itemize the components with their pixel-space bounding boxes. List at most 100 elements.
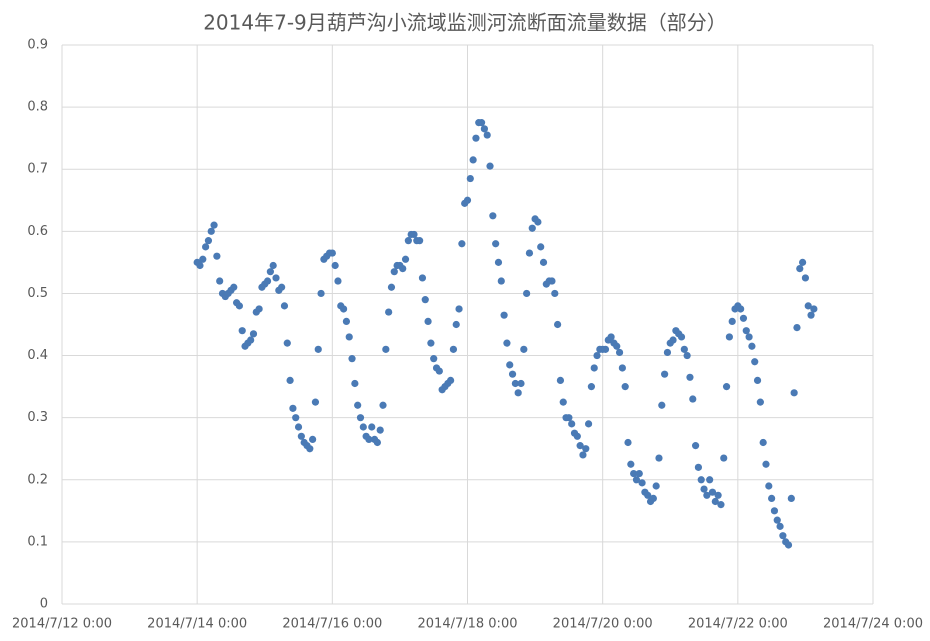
point xyxy=(523,289,531,298)
point xyxy=(649,494,657,503)
point xyxy=(514,389,522,397)
point xyxy=(196,261,204,270)
point xyxy=(787,494,795,503)
point xyxy=(348,355,356,363)
y-tick-label: 0.4 xyxy=(27,348,48,363)
point xyxy=(235,302,244,310)
point xyxy=(269,261,277,270)
point xyxy=(686,373,694,381)
point xyxy=(525,249,534,257)
point xyxy=(568,420,576,428)
point xyxy=(632,476,641,484)
point xyxy=(314,345,322,353)
point xyxy=(430,355,438,363)
point xyxy=(793,324,801,332)
point xyxy=(635,469,643,478)
point xyxy=(708,488,717,496)
point xyxy=(466,174,474,183)
point xyxy=(477,119,486,127)
point xyxy=(559,398,567,406)
point xyxy=(759,438,767,447)
point xyxy=(590,364,598,372)
point xyxy=(204,237,213,245)
point xyxy=(627,460,635,468)
point xyxy=(418,274,427,282)
point xyxy=(328,249,336,257)
point xyxy=(238,327,246,335)
point xyxy=(354,401,362,409)
point xyxy=(447,376,455,384)
point xyxy=(669,336,677,344)
point xyxy=(331,261,339,270)
point xyxy=(703,491,711,499)
point xyxy=(334,277,342,285)
point xyxy=(401,255,410,263)
point xyxy=(416,237,424,245)
point xyxy=(799,258,807,266)
point xyxy=(272,274,280,282)
point xyxy=(311,398,320,406)
point xyxy=(359,423,367,431)
point xyxy=(486,162,494,170)
point xyxy=(722,383,731,391)
point xyxy=(548,277,556,285)
point xyxy=(624,438,632,447)
point xyxy=(410,230,418,239)
point xyxy=(753,376,762,384)
point xyxy=(280,302,289,310)
point xyxy=(309,435,317,444)
point xyxy=(748,342,756,350)
point xyxy=(807,311,815,319)
y-tick-label: 0.1 xyxy=(27,534,48,549)
point xyxy=(365,435,373,444)
point xyxy=(720,454,728,462)
point xyxy=(689,395,697,403)
point xyxy=(554,320,562,329)
point xyxy=(537,243,545,251)
y-tick-label: 0.5 xyxy=(27,286,48,301)
point xyxy=(658,401,666,409)
point xyxy=(784,541,793,549)
point xyxy=(500,311,508,319)
point xyxy=(247,336,255,344)
point xyxy=(255,305,263,313)
point xyxy=(796,265,804,273)
point xyxy=(613,342,621,350)
point xyxy=(751,358,759,366)
point xyxy=(768,494,776,503)
point xyxy=(508,370,517,378)
point xyxy=(297,432,305,440)
point xyxy=(587,383,596,391)
point xyxy=(520,345,528,353)
x-tick-label: 2014/7/22 0:00 xyxy=(688,617,788,632)
point xyxy=(463,196,472,204)
point xyxy=(449,345,458,353)
point xyxy=(368,423,376,431)
point xyxy=(742,327,750,335)
point xyxy=(652,482,660,490)
point xyxy=(492,240,500,248)
point xyxy=(517,379,525,388)
point xyxy=(283,339,291,347)
point xyxy=(790,389,798,397)
point xyxy=(737,305,745,313)
point xyxy=(399,265,407,273)
point xyxy=(230,283,238,291)
point xyxy=(382,345,390,353)
point xyxy=(435,367,443,375)
point xyxy=(607,333,615,341)
point xyxy=(455,305,463,313)
point xyxy=(472,134,480,142)
point xyxy=(725,333,733,341)
point xyxy=(351,379,359,388)
y-tick-label: 0.3 xyxy=(27,410,48,425)
point xyxy=(576,442,584,450)
point xyxy=(292,414,300,422)
point xyxy=(528,224,536,232)
point xyxy=(390,268,398,276)
point xyxy=(458,240,466,248)
point xyxy=(266,268,274,276)
point xyxy=(584,420,593,428)
point xyxy=(263,277,272,285)
point xyxy=(770,507,779,515)
